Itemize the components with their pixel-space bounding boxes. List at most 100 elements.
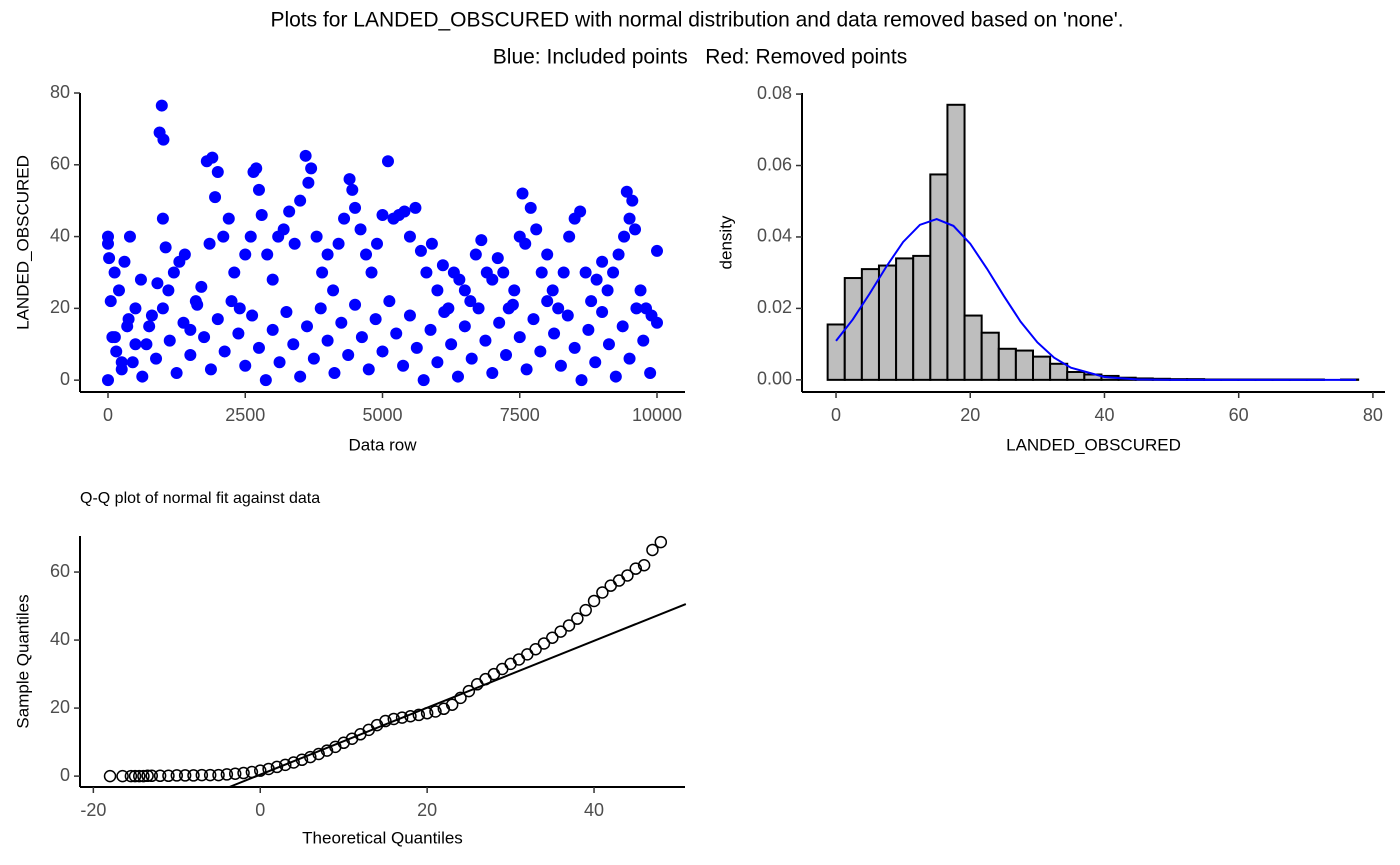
- point: [541, 295, 554, 308]
- qq-point: [429, 705, 442, 718]
- y-axis-title: LANDED_OBSCURED: [13, 155, 32, 330]
- point: [122, 313, 135, 326]
- qq-point: [596, 586, 609, 599]
- point: [612, 248, 625, 261]
- point: [163, 334, 176, 347]
- point: [629, 223, 642, 236]
- y-tick-label: 0.00: [757, 369, 792, 389]
- point: [424, 323, 437, 336]
- point: [261, 248, 274, 261]
- point: [557, 266, 570, 279]
- point: [246, 309, 259, 322]
- point: [167, 266, 180, 279]
- qq-point: [203, 768, 217, 782]
- y-tick-label: 20: [50, 697, 70, 717]
- point: [472, 302, 485, 315]
- point: [151, 277, 164, 290]
- qq-point: [137, 769, 150, 783]
- x-axis-title: LANDED_OBSCURED: [1006, 435, 1181, 454]
- qq-point: [521, 648, 534, 661]
- x-tick-label: -20: [80, 800, 106, 820]
- point: [620, 185, 633, 198]
- qq-point: [621, 569, 634, 582]
- point: [451, 370, 464, 383]
- point: [546, 284, 559, 297]
- qq-point: [546, 631, 559, 644]
- y-tick-label: 0.08: [757, 83, 792, 103]
- x-tick-label: 0: [103, 405, 113, 425]
- point: [607, 266, 620, 279]
- bar: [860, 268, 880, 381]
- point: [355, 331, 368, 344]
- qq-point: [103, 769, 117, 783]
- x-tick-label: 2500: [225, 405, 265, 425]
- y-axis-title: density: [716, 215, 735, 269]
- point: [328, 366, 341, 379]
- qq-point: [253, 764, 267, 777]
- point: [217, 230, 230, 243]
- qq-point: [554, 625, 567, 638]
- point: [123, 230, 136, 243]
- point: [252, 183, 265, 196]
- point: [277, 223, 290, 236]
- point: [310, 230, 323, 243]
- point: [198, 331, 211, 344]
- point: [623, 212, 636, 225]
- point: [431, 356, 444, 369]
- point: [530, 223, 543, 236]
- point: [288, 237, 301, 250]
- x-tick-label: 7500: [500, 405, 540, 425]
- point: [436, 259, 449, 272]
- point: [568, 341, 581, 354]
- point: [244, 230, 257, 243]
- point: [156, 212, 169, 225]
- point: [104, 295, 117, 308]
- point: [108, 331, 121, 344]
- point: [140, 338, 153, 351]
- y-tick-label: 0.06: [757, 154, 792, 174]
- bar: [1049, 362, 1069, 381]
- point: [206, 151, 219, 164]
- qq-point: [604, 579, 617, 592]
- qq-point: [212, 768, 225, 782]
- qq-point: [454, 691, 467, 705]
- point: [354, 223, 367, 236]
- point: [585, 295, 598, 308]
- point: [371, 237, 384, 250]
- point: [479, 334, 492, 347]
- point: [475, 234, 488, 247]
- point: [575, 374, 588, 387]
- qq-point: [587, 594, 601, 608]
- qq-point: [612, 574, 626, 587]
- qq-point: [562, 619, 576, 632]
- point: [520, 363, 533, 376]
- point: [101, 237, 114, 250]
- point: [491, 252, 504, 265]
- point: [453, 273, 466, 286]
- point: [390, 327, 403, 340]
- point: [294, 370, 307, 383]
- qq-point: [495, 662, 509, 676]
- qq-point: [132, 769, 146, 783]
- figure-subtitle: Blue: Included points Red: Removed point…: [493, 46, 907, 69]
- point: [360, 248, 373, 261]
- point: [157, 133, 170, 146]
- point: [458, 320, 471, 333]
- y-tick-label: 0: [60, 765, 70, 785]
- point: [294, 194, 307, 207]
- point: [321, 334, 334, 347]
- qq-point: [537, 637, 551, 650]
- point: [534, 345, 547, 358]
- point: [362, 363, 375, 376]
- point: [129, 302, 142, 315]
- point: [222, 212, 235, 225]
- y-tick-label: 40: [50, 225, 70, 245]
- qq-point: [462, 684, 476, 698]
- x-tick-label: 20: [960, 405, 980, 425]
- qq-point: [124, 769, 138, 783]
- point: [596, 255, 609, 268]
- point: [651, 244, 664, 257]
- x-tick-label: 20: [417, 800, 437, 820]
- x-tick-label: 40: [584, 800, 604, 820]
- point: [338, 212, 351, 225]
